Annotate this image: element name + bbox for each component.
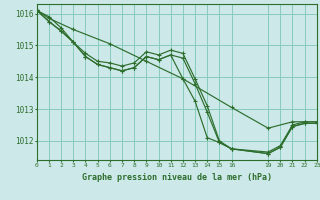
X-axis label: Graphe pression niveau de la mer (hPa): Graphe pression niveau de la mer (hPa)	[82, 173, 272, 182]
